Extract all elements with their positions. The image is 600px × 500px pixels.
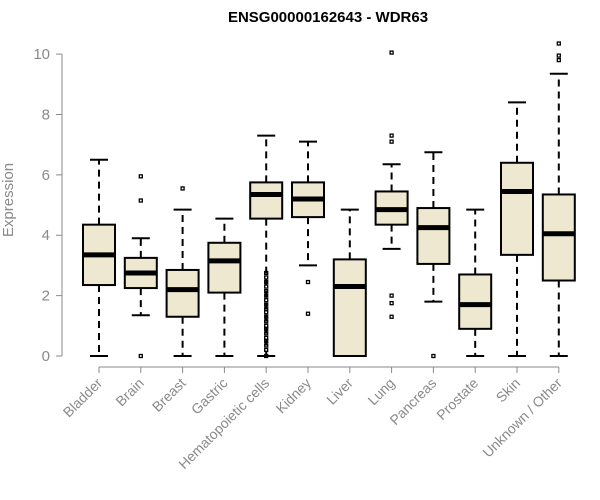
outlier-point [264, 288, 269, 294]
outlier-point [264, 347, 269, 353]
outlier-point [264, 314, 269, 319]
x-tick-label: Brain [112, 375, 146, 409]
outlier-point [389, 293, 394, 298]
box-unknown-other [541, 41, 576, 357]
x-tick-label: Bladder [60, 375, 106, 421]
y-tick-label: 2 [42, 288, 50, 305]
outlier-point [264, 270, 269, 276]
iqr-box [500, 161, 534, 256]
x-tick-label: Unknown / Other [479, 375, 565, 461]
y-tick-label: 4 [42, 227, 50, 244]
iqr-box [332, 258, 367, 357]
x-tick-label: Liver [323, 375, 356, 408]
iqr-box [541, 193, 576, 282]
outlier-point [180, 186, 185, 191]
outlier-point [264, 335, 269, 341]
outlier-point [264, 297, 269, 303]
outlier-point [389, 301, 394, 306]
box-group [82, 41, 576, 359]
box-skin [500, 101, 534, 357]
outlier-point [556, 41, 561, 46]
box-pancreas [416, 151, 451, 359]
outlier-point [389, 314, 394, 319]
outlier-point [556, 57, 561, 63]
y-tick-label: 8 [42, 106, 50, 123]
chart-title: ENSG00000162643 - WDR63 [228, 9, 428, 26]
box-prostate [458, 208, 493, 357]
outlier-point [305, 279, 311, 285]
outlier-point [264, 279, 269, 285]
box-gastric [207, 217, 242, 357]
outlier-point [264, 323, 269, 328]
box-breast [165, 186, 200, 357]
outlier-point [389, 133, 394, 138]
x-tick-label: Prostate [433, 375, 481, 423]
x-tick-label: Breast [149, 375, 189, 415]
iqr-box [165, 268, 200, 318]
outlier-point [264, 319, 269, 324]
iqr-box [249, 181, 284, 220]
outlier-point [264, 293, 269, 298]
outlier-point [264, 302, 269, 307]
outlier-point [389, 50, 394, 55]
outlier-point [138, 353, 143, 359]
y-axis: 0 2 4 6 8 10 [33, 46, 63, 365]
x-tick-label: Kidney [273, 375, 315, 417]
y-tick-label: 0 [42, 348, 50, 365]
outlier-point [264, 275, 269, 280]
outlier-point [264, 284, 269, 289]
outlier-point [305, 311, 311, 316]
box-lung [374, 50, 409, 319]
x-tick-label: Lung [364, 375, 397, 408]
box-kidney [291, 140, 325, 316]
box-hematopoietic-cells [249, 134, 284, 359]
box-brain [123, 174, 158, 359]
iqr-box [207, 241, 242, 294]
iqr-box [458, 273, 493, 330]
outlier-point [431, 353, 436, 359]
outlier-point [389, 139, 394, 144]
x-tick-label: Skin [493, 375, 524, 406]
outlier-point [138, 174, 143, 179]
y-tick-label: 10 [33, 46, 50, 63]
box-bladder [82, 158, 116, 357]
iqr-box [416, 207, 451, 265]
outlier-point [264, 331, 269, 336]
box-liver [332, 208, 367, 357]
y-tick-label: 6 [42, 167, 50, 184]
outlier-point [264, 343, 269, 348]
outlier-point [264, 307, 269, 312]
outlier-point [556, 53, 561, 58]
outlier-point [264, 353, 269, 359]
outlier-point [138, 198, 143, 203]
y-axis-label: Expression [0, 163, 17, 237]
